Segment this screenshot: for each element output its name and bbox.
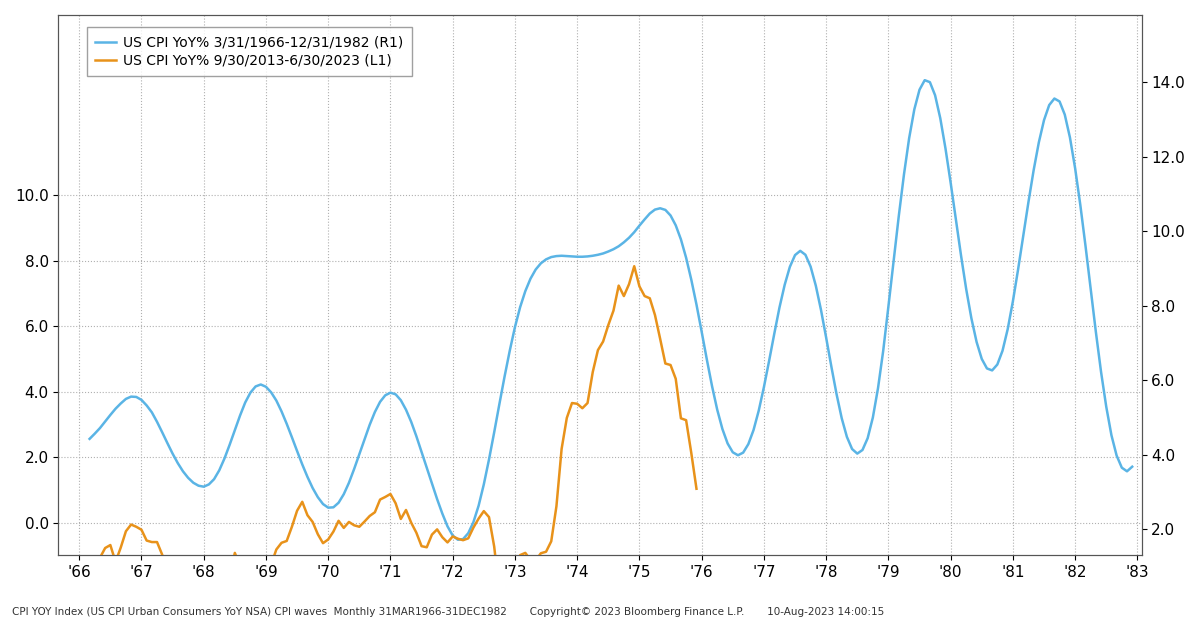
Text: CPI YOY Index (US CPI Urban Consumers YoY NSA) CPI waves  Monthly 31MAR1966-31DE: CPI YOY Index (US CPI Urban Consumers Yo… [12,607,884,617]
Legend: US CPI YoY% 3/31/1966-12/31/1982 (R1), US CPI YoY% 9/30/2013-6/30/2023 (L1): US CPI YoY% 3/31/1966-12/31/1982 (R1), U… [88,27,412,76]
